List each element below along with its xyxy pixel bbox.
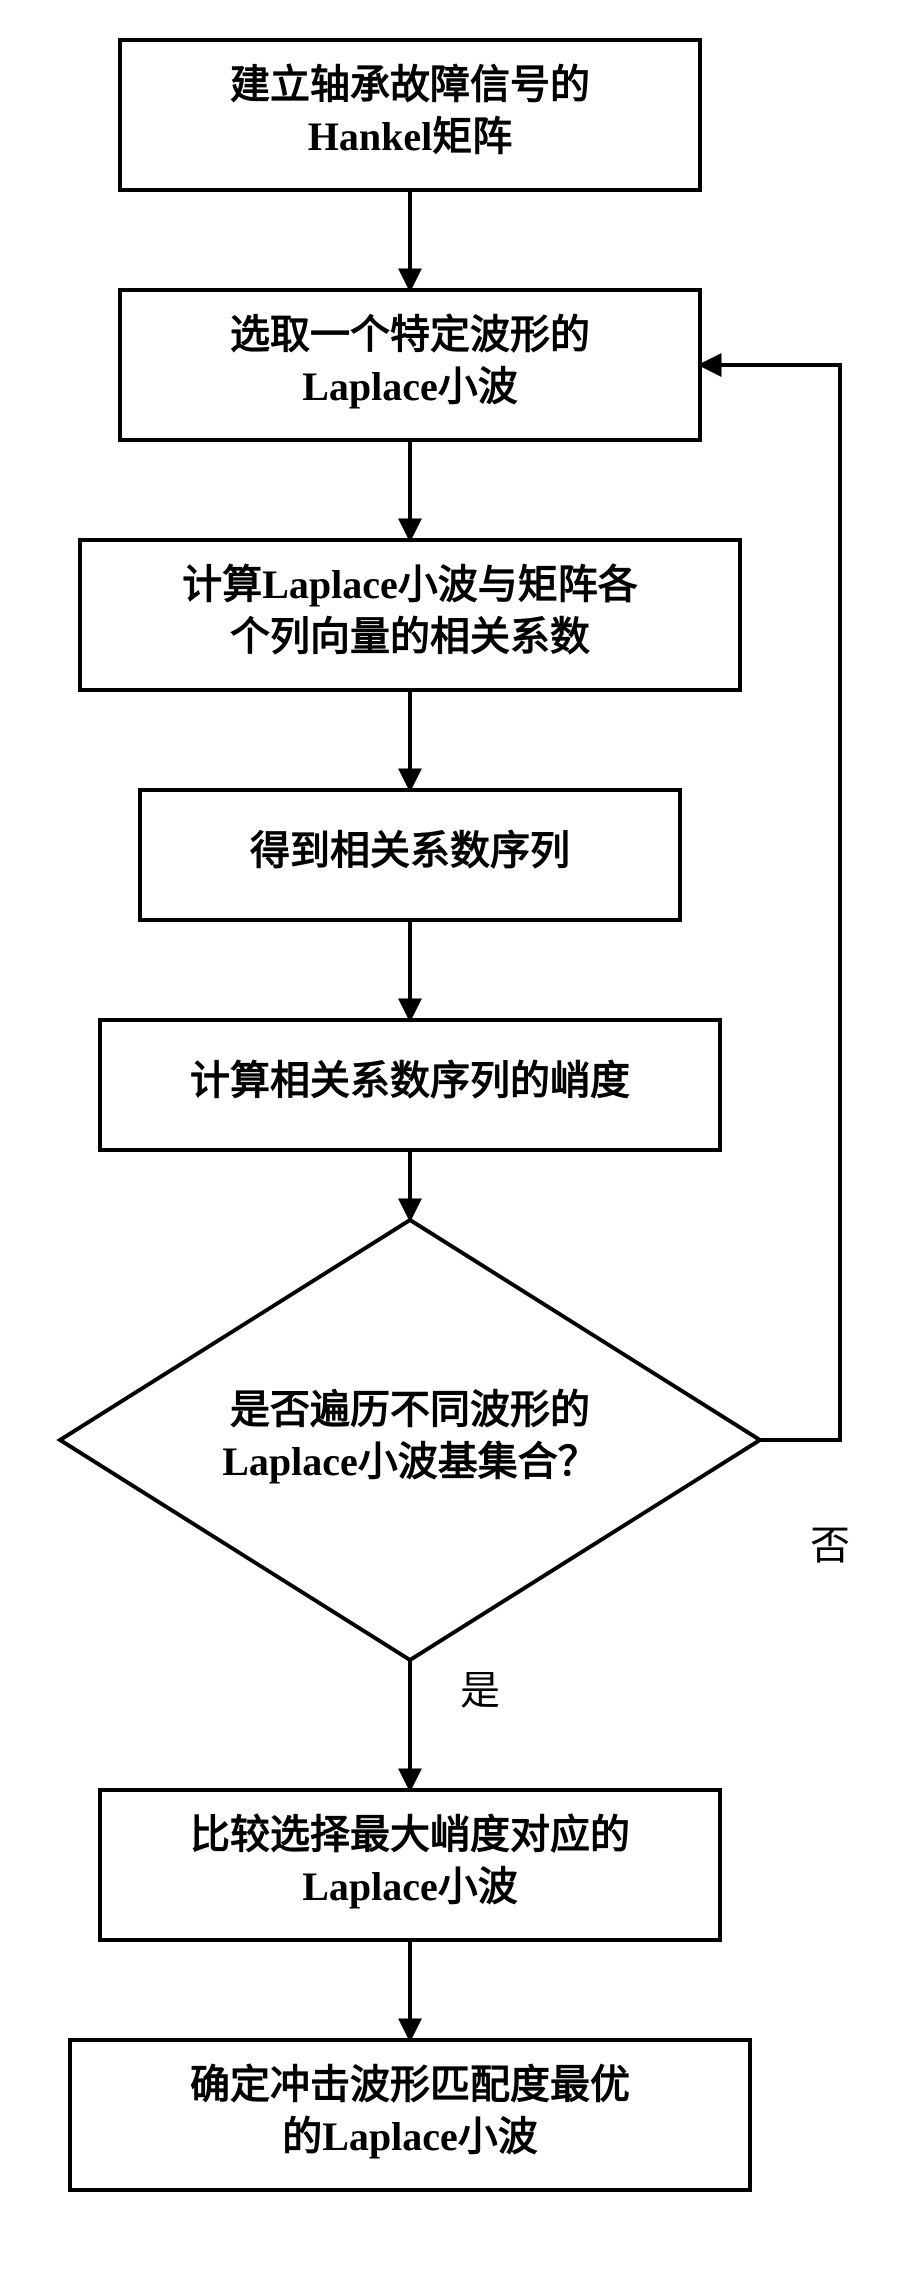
node-b2: 选取一个特定波形的 Laplace小波 [120, 290, 700, 440]
node-b6-line-0: 比较选择最大峭度对应的 [190, 1812, 630, 1857]
node-d1: 是否遍历不同波形的 Laplace小波基集合？ [60, 1220, 760, 1660]
node-b7-line-0: 确定冲击波形匹配度最优 [190, 2062, 630, 2107]
node-b5-line-0: 计算相关系数序列的峭度 [190, 1058, 630, 1103]
node-b3-line-0: 计算Laplace小波与矩阵各 [182, 562, 639, 607]
edge-6: 否 [700, 365, 850, 1568]
node-b6-line-1: Laplace小波 [302, 1864, 518, 1909]
node-d1-line-0: 是否遍历不同波形的 [230, 1387, 590, 1432]
node-b3: 计算Laplace小波与矩阵各个列向量的相关系数 [80, 540, 740, 690]
node-d1-line-1: Laplace小波基集合？ [222, 1439, 598, 1484]
node-b5: 计算相关系数序列的峭度 [100, 1020, 720, 1150]
edge-5-label: 是 [460, 1668, 500, 1713]
node-b4: 得到相关系数序列 [140, 790, 680, 920]
node-b3-line-1: 个列向量的相关系数 [230, 614, 590, 659]
node-b1-line-0: 建立轴承故障信号的 [230, 62, 590, 107]
node-b1-line-1: Hankel矩阵 [308, 114, 512, 159]
node-b6: 比较选择最大峭度对应的 Laplace小波 [100, 1790, 720, 1940]
node-b7: 确定冲击波形匹配度最优的Laplace小波 [70, 2040, 750, 2190]
node-b2-line-0: 选取一个特定波形的 [230, 312, 590, 357]
edge-5: 是 [410, 1660, 500, 1790]
node-b1: 建立轴承故障信号的 Hankel矩阵 [120, 40, 700, 190]
edge-6-label: 否 [810, 1523, 850, 1568]
node-b2-line-1: Laplace小波 [302, 364, 518, 409]
node-b4-line-0: 得到相关系数序列 [250, 828, 570, 873]
node-b7-line-1: 的Laplace小波 [282, 2114, 538, 2159]
